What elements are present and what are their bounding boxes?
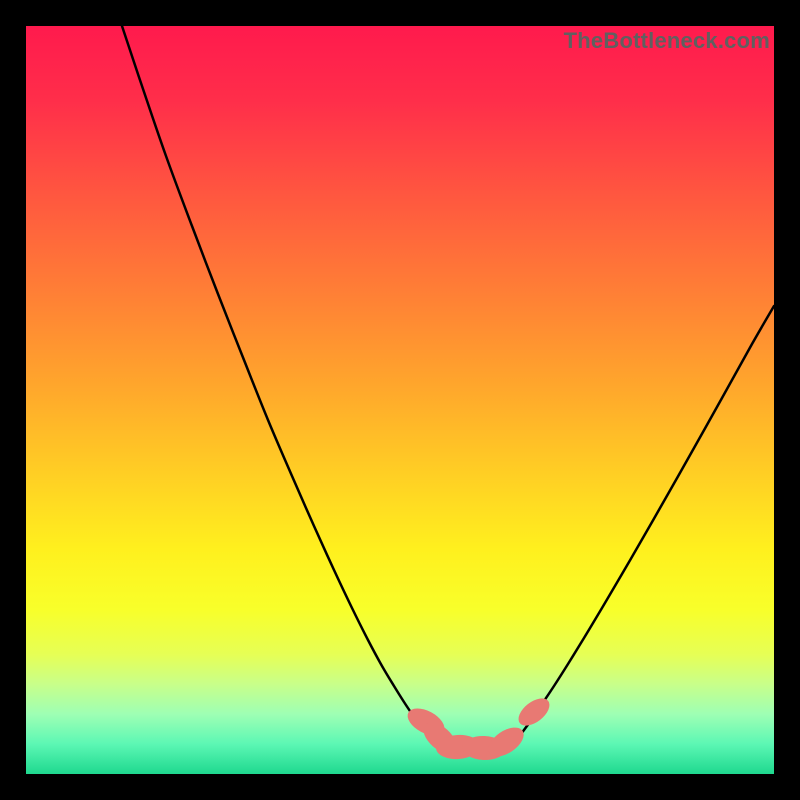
data-marker [514, 693, 555, 731]
curve-right [514, 306, 774, 742]
watermark-text: TheBottleneck.com [564, 28, 770, 54]
chart-plot-area [26, 26, 774, 774]
chart-svg [26, 26, 774, 774]
curve-left [122, 26, 433, 742]
